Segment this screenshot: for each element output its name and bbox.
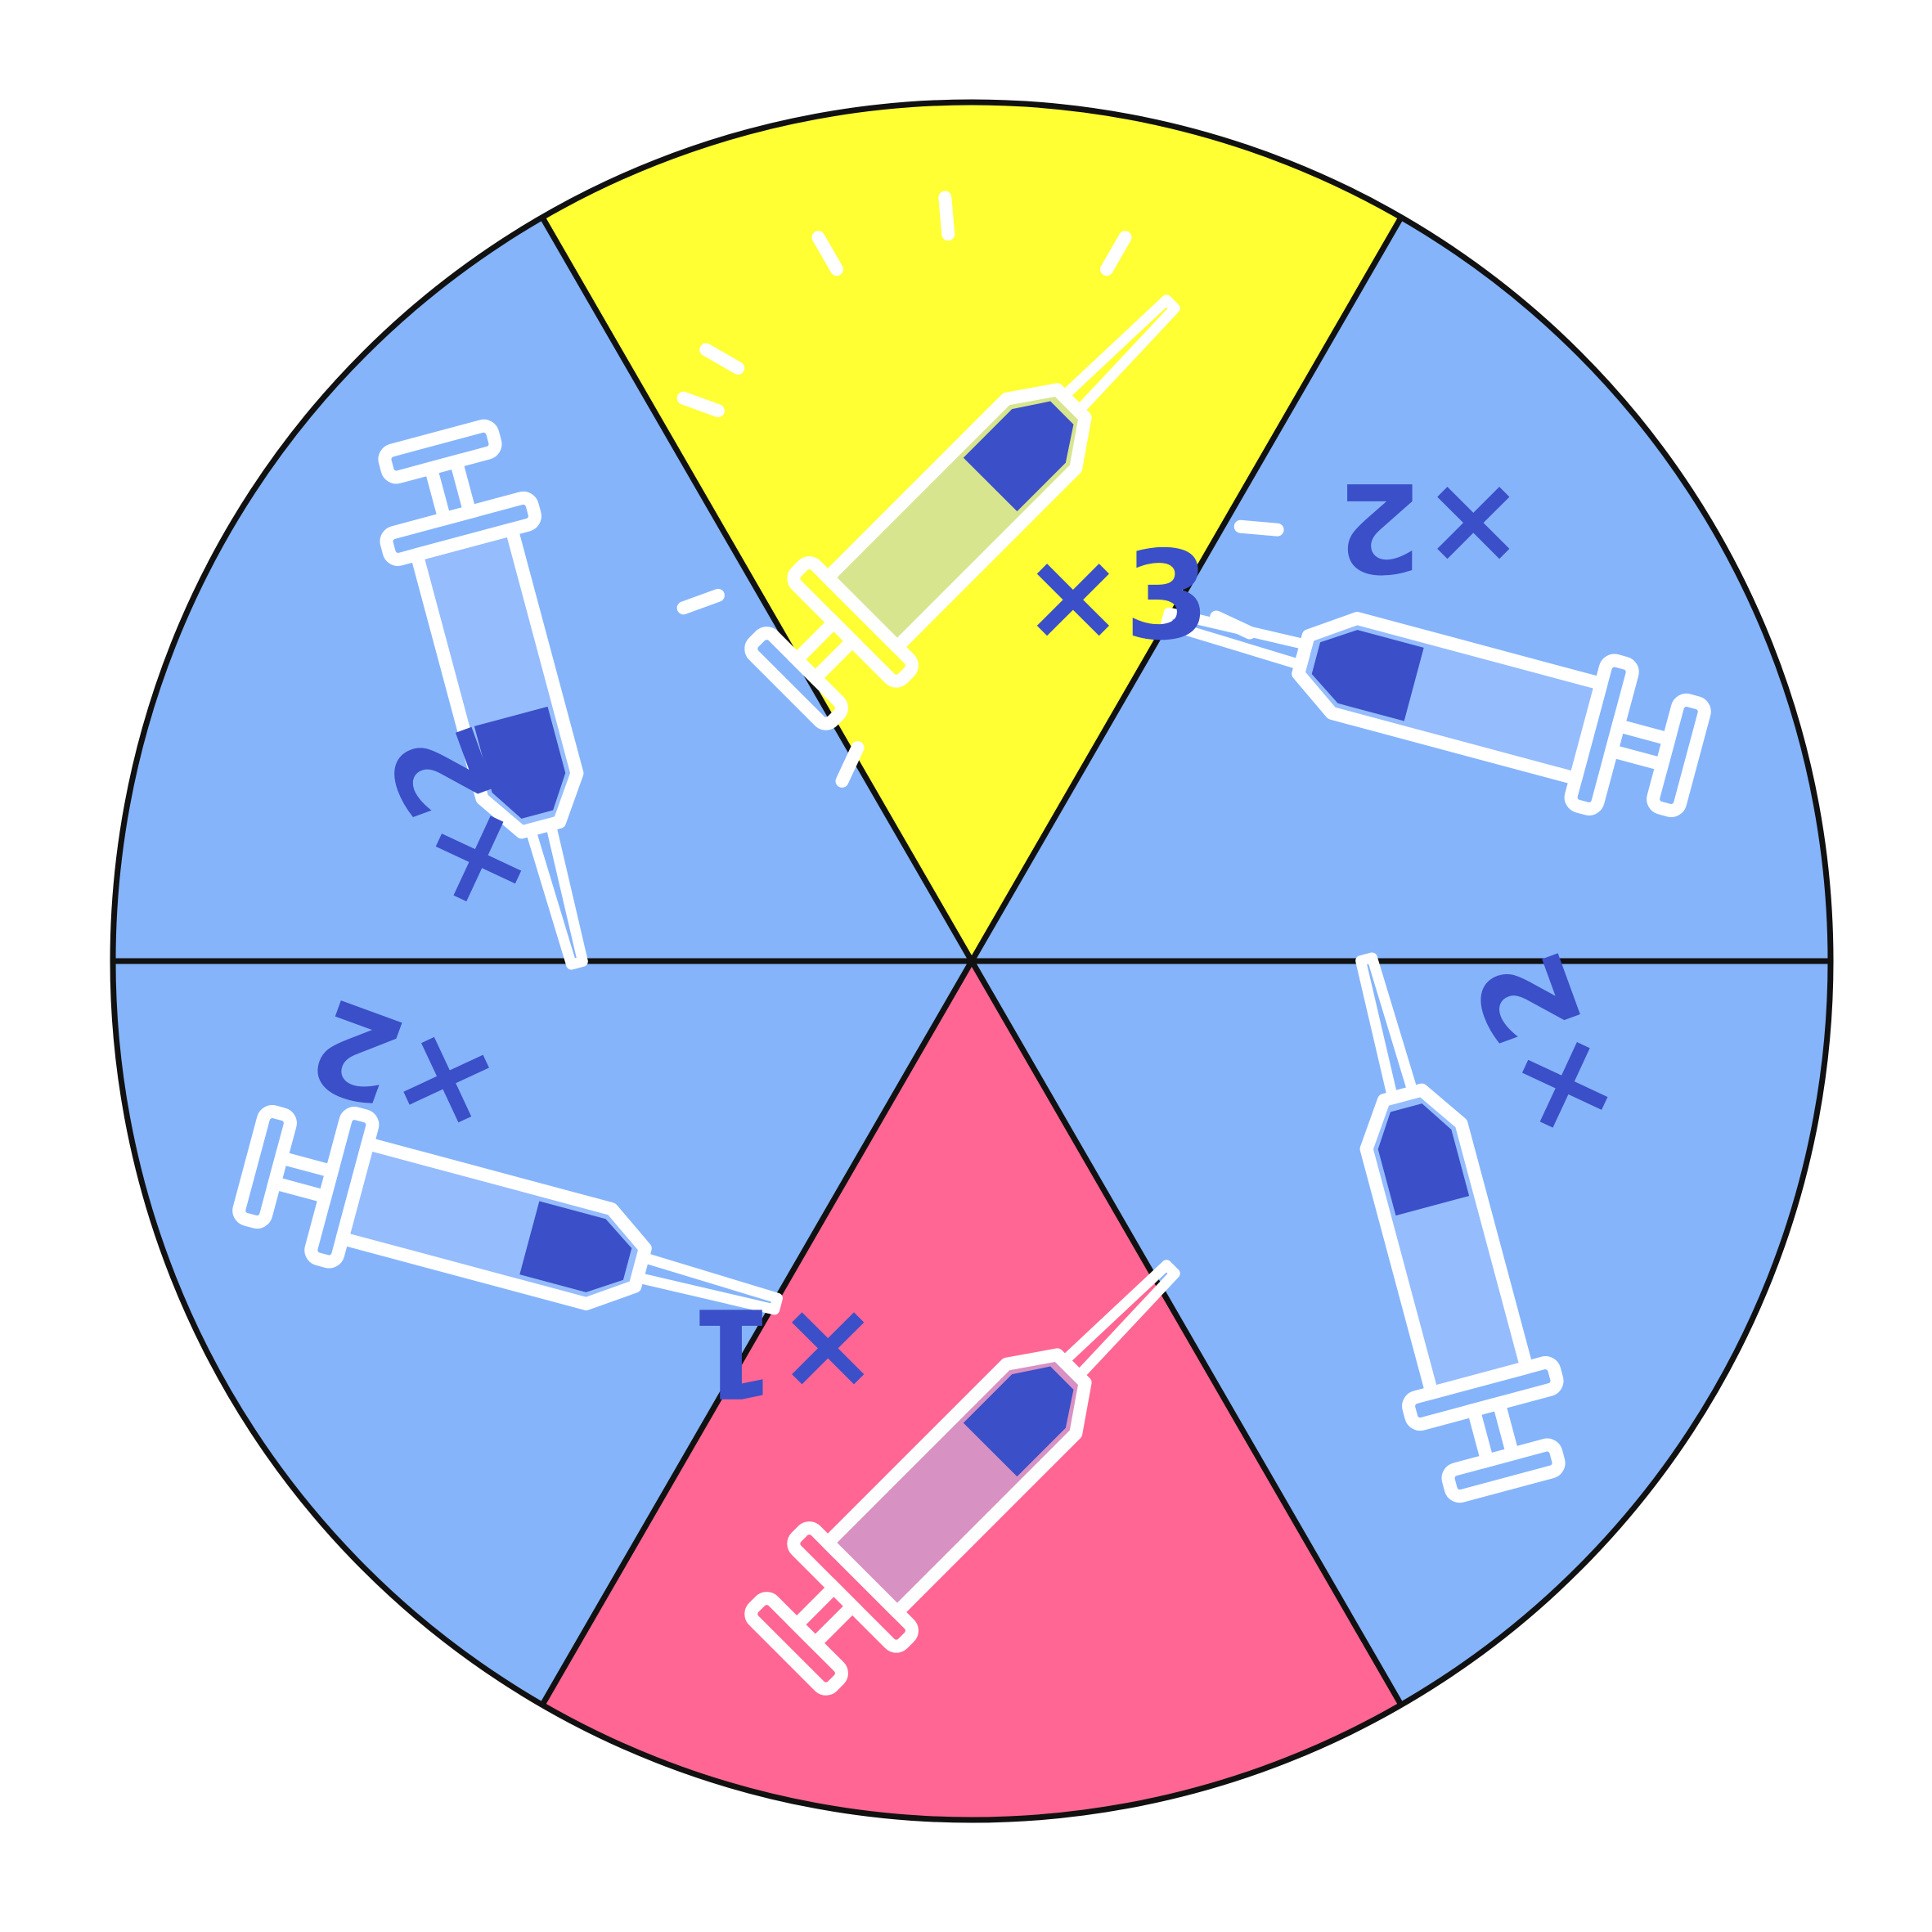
sparkle-ray [676, 588, 725, 615]
segment-upper-right [972, 217, 1831, 961]
multiplier-label-upper-right: ×2 [1337, 455, 1525, 597]
multiplier-label-top: ×3 [1022, 525, 1210, 667]
segment-divider [539, 959, 975, 1707]
segment-divider [968, 215, 1404, 963]
segment-divider [968, 959, 1404, 1707]
sparkle-ray [1100, 231, 1132, 276]
segment-divider [539, 215, 975, 963]
sparkle-ray [938, 191, 955, 241]
segment-upper-left [113, 217, 972, 961]
segment-lower-left [113, 961, 972, 1705]
wheel-rim [110, 99, 1834, 1823]
sparkle-ray [676, 391, 725, 418]
sparkle-ray [699, 343, 745, 375]
sparkle-ray [811, 231, 843, 276]
multiplier-label-bottom: ×1 [691, 1280, 879, 1422]
segment-lower-right [972, 961, 1831, 1705]
sparkle-ray [1233, 519, 1284, 537]
sparkle-ray [835, 741, 865, 788]
